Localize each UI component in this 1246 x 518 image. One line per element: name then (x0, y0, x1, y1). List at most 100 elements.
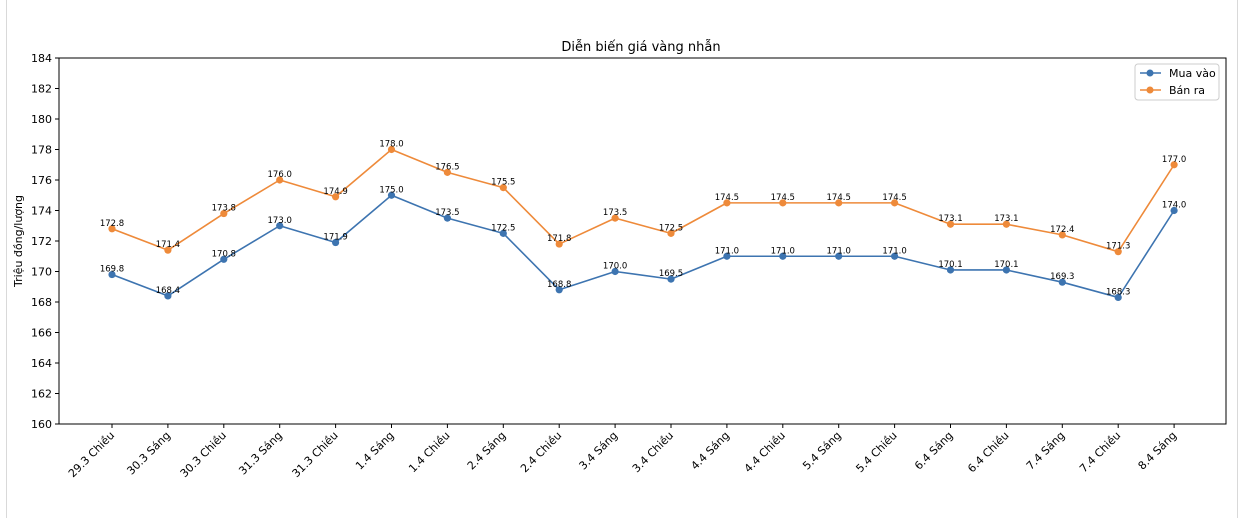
data-labels: 169.8 168.4 170.8 173.0 171.9 175.0 173.5 172.5… (100, 140, 1186, 298)
x-tick-label: 29.3 Chiều (66, 429, 117, 480)
data-point (946, 220, 955, 228)
data-label: 171.4 (156, 240, 180, 250)
legend-swatch-marker-1 (1146, 86, 1154, 94)
y-tick-label: 174 (31, 205, 52, 218)
data-label: 173.8 (212, 204, 236, 214)
legend-swatch-marker-0 (1146, 69, 1154, 77)
x-tick-label: 8.4 Sáng (1136, 429, 1180, 473)
data-label: 168.3 (1106, 287, 1130, 297)
data-label: 174.9 (323, 187, 347, 197)
data-point (667, 229, 675, 237)
data-label: 176.5 (435, 162, 459, 172)
data-point (555, 240, 563, 248)
series-lines (108, 145, 1178, 302)
y-axis-label: Triệu đồng/lượng (12, 195, 25, 288)
data-point (1170, 161, 1178, 169)
data-point (276, 222, 284, 230)
data-label: 173.1 (994, 214, 1018, 224)
x-tick-label: 1.4 Sáng (353, 429, 397, 473)
x-tick-label: 7.4 Sáng (1024, 429, 1068, 473)
series-line-1 (111, 148, 1175, 253)
y-tick-label: 164 (31, 357, 52, 370)
series-line-0 (111, 194, 1175, 299)
x-tick-label: 6.4 Sáng (912, 429, 956, 473)
data-label: 173.5 (603, 208, 627, 218)
data-label: 174.5 (715, 193, 739, 203)
x-tick-label: 31.3 Sáng (236, 429, 285, 478)
data-point (387, 145, 396, 154)
data-label: 169.8 (100, 265, 124, 275)
data-label: 172.8 (100, 219, 124, 229)
data-point (555, 286, 563, 294)
data-point (443, 168, 451, 176)
data-point (723, 252, 731, 260)
x-tick-label: 1.4 Chiều (406, 429, 452, 475)
data-point (779, 199, 787, 207)
data-label: 172.5 (491, 223, 515, 233)
x-tick-label: 2.4 Chiều (518, 429, 564, 475)
data-label: 171.9 (323, 233, 347, 243)
data-point (891, 252, 899, 260)
x-tick-label: 30.3 Sáng (124, 429, 173, 478)
data-label: 176.0 (268, 170, 292, 180)
data-label: 175.0 (379, 185, 403, 195)
data-label: 178.0 (379, 140, 403, 150)
data-label: 171.3 (1106, 242, 1130, 252)
data-label: 170.1 (994, 260, 1018, 270)
data-label: 174.5 (827, 193, 851, 203)
data-label: 169.3 (1050, 272, 1074, 282)
data-point (611, 214, 619, 222)
data-point (779, 252, 787, 260)
y-tick-label: 162 (31, 388, 52, 401)
x-tick-label: 3.4 Sáng (577, 429, 621, 473)
data-point (891, 199, 899, 207)
data-point (443, 214, 451, 222)
y-axis: 160 162 164 166 168 170 172 174 176 178 180 182 184 (31, 52, 59, 431)
data-label: 169.5 (659, 269, 683, 279)
y-tick-label: 184 (31, 52, 52, 65)
x-tick-label: 5.4 Chiều (853, 429, 899, 475)
x-tick-label: 4.4 Sáng (688, 429, 732, 473)
data-point (667, 275, 675, 283)
data-point (611, 267, 619, 276)
data-point (1002, 266, 1011, 274)
data-point (946, 266, 955, 274)
x-tick-label: 7.4 Chiều (1077, 429, 1123, 475)
data-point (835, 199, 843, 207)
y-tick-label: 172 (31, 235, 52, 248)
y-tick-label: 180 (31, 113, 52, 126)
data-point (164, 246, 172, 254)
data-label: 170.1 (938, 260, 962, 270)
data-label: 172.5 (659, 223, 683, 233)
data-label: 174.5 (771, 193, 795, 203)
x-tick-label: 3.4 Chiều (630, 429, 676, 475)
data-label: 171.0 (715, 246, 739, 256)
data-point (220, 209, 228, 218)
data-point (1058, 231, 1066, 239)
data-point (499, 229, 507, 237)
y-tick-label: 170 (31, 266, 52, 279)
data-label: 174.5 (882, 193, 906, 203)
data-label: 175.5 (491, 178, 515, 188)
data-point (387, 191, 396, 199)
data-label: 171.0 (827, 246, 851, 256)
data-label: 168.4 (156, 286, 180, 296)
data-point (332, 238, 340, 247)
data-point (835, 252, 843, 260)
data-point (1114, 293, 1122, 302)
data-point (108, 270, 116, 279)
x-tick-label: 5.4 Sáng (800, 429, 844, 473)
data-point (164, 292, 172, 300)
y-tick-label: 178 (31, 144, 52, 157)
legend-label-ban-ra: Bán ra (1169, 84, 1205, 97)
x-tick-label: 6.4 Chiều (965, 429, 1011, 475)
data-label: 168.8 (547, 280, 571, 290)
data-label: 171.0 (882, 246, 906, 256)
data-point (276, 176, 284, 184)
y-tick-label: 160 (31, 418, 52, 431)
x-tick-label: 4.4 Chiều (742, 429, 788, 475)
x-tick-label: 30.3 Chiều (178, 429, 229, 480)
chart-title: Diễn biến giá vàng nhẫn (561, 40, 720, 55)
data-label: 173.0 (268, 216, 292, 226)
